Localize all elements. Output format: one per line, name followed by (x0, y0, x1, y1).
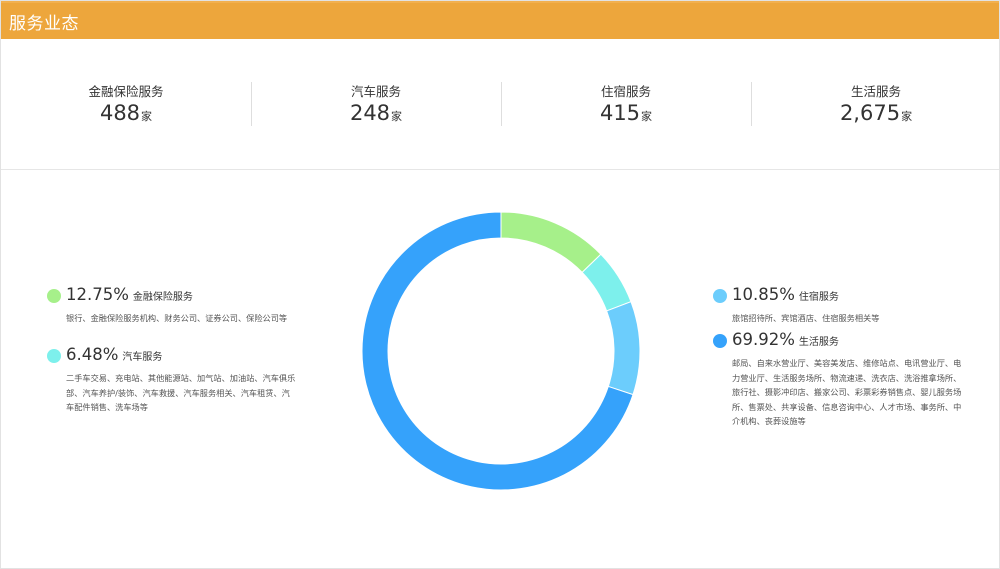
stat-unit: 家 (641, 110, 653, 123)
stat-value: 248 (349, 101, 391, 125)
donut-slice-3[interactable] (606, 301, 641, 396)
legend-name: 金融保险服务 (132, 292, 193, 303)
panel-title: 服务业态 (9, 14, 79, 34)
panel-header: 服务业态 (1, 1, 999, 39)
stat-value: 2,675 (839, 101, 901, 125)
legend-description: 二手车交易、充电站、其他能源站、加气站、加油站、汽车俱乐部、汽车养护/装饰、汽车… (66, 373, 296, 412)
stat-unit: 家 (901, 110, 913, 123)
stat-unit: 家 (391, 110, 403, 123)
stat-label: 金融保险服务 (88, 84, 164, 99)
legend-description: 旅馆招待所、宾馆酒店、住宿服务相关等 (732, 313, 880, 323)
stat-unit: 家 (141, 110, 153, 123)
stat-divider (751, 82, 752, 126)
legend-percent: 12.75% (66, 285, 129, 304)
stat-label: 住宿服务 (600, 84, 651, 99)
stat-divider (501, 82, 502, 126)
stat-lodging: 住宿服务 415家 (501, 39, 751, 169)
stat-value: 488 (99, 101, 141, 125)
stat-value: 415 (599, 101, 641, 125)
stat-divider (251, 82, 252, 126)
stats-row: 金融保险服务 488家 汽车服务 248家 住宿服务 415家 生活服务 2,6… (1, 39, 999, 170)
legend-name: 生活服务 (798, 337, 839, 348)
legend-percent: 10.85% (732, 285, 795, 304)
legend-description: 邮局、自来水营业厅、美容美发店、维修站点、电讯营业厅、电力营业厅、生活服务场所、… (732, 358, 962, 426)
legend-dot (713, 334, 727, 348)
legend-dot (47, 349, 61, 363)
legend-dot (713, 289, 727, 303)
legend-dot (47, 289, 61, 303)
legend-percent: 69.92% (732, 330, 795, 349)
donut-slice-1[interactable] (500, 211, 602, 274)
legend-name: 住宿服务 (798, 292, 839, 303)
donut-slice-4[interactable] (361, 211, 634, 491)
legend-name: 汽车服务 (122, 352, 163, 363)
donut-chart (361, 211, 641, 491)
stat-label: 汽车服务 (350, 84, 401, 99)
stat-label: 生活服务 (850, 84, 901, 99)
legend-percent: 6.48% (66, 345, 119, 364)
stat-finance: 金融保险服务 488家 (1, 39, 251, 169)
legend-description: 银行、金融保险服务机构、财务公司、证券公司、保险公司等 (66, 313, 288, 323)
stat-auto: 汽车服务 248家 (251, 39, 501, 169)
stat-life: 生活服务 2,675家 (751, 39, 1000, 169)
